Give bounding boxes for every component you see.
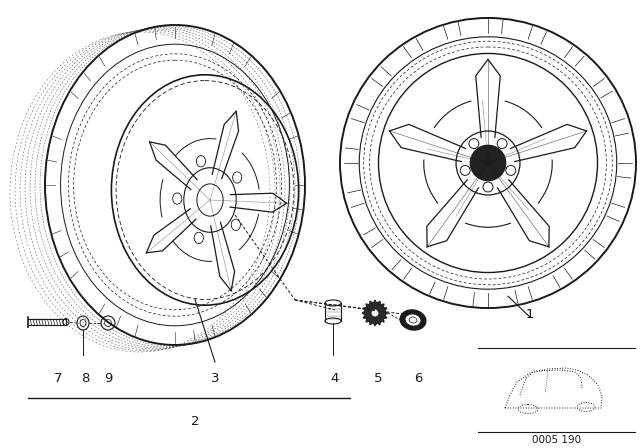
Text: 8: 8 [81, 372, 89, 385]
Text: 4: 4 [331, 372, 339, 385]
Text: 7: 7 [54, 372, 62, 385]
Text: 2: 2 [191, 415, 199, 428]
Ellipse shape [400, 310, 426, 330]
Text: 3: 3 [211, 372, 220, 385]
Circle shape [371, 309, 379, 317]
Ellipse shape [405, 314, 421, 326]
Text: 1: 1 [525, 308, 534, 321]
Text: 5: 5 [374, 372, 382, 385]
Polygon shape [362, 300, 388, 326]
Text: 9: 9 [104, 372, 112, 385]
Text: 0005 190: 0005 190 [532, 435, 582, 445]
Text: 6: 6 [414, 372, 422, 385]
Circle shape [470, 145, 506, 181]
